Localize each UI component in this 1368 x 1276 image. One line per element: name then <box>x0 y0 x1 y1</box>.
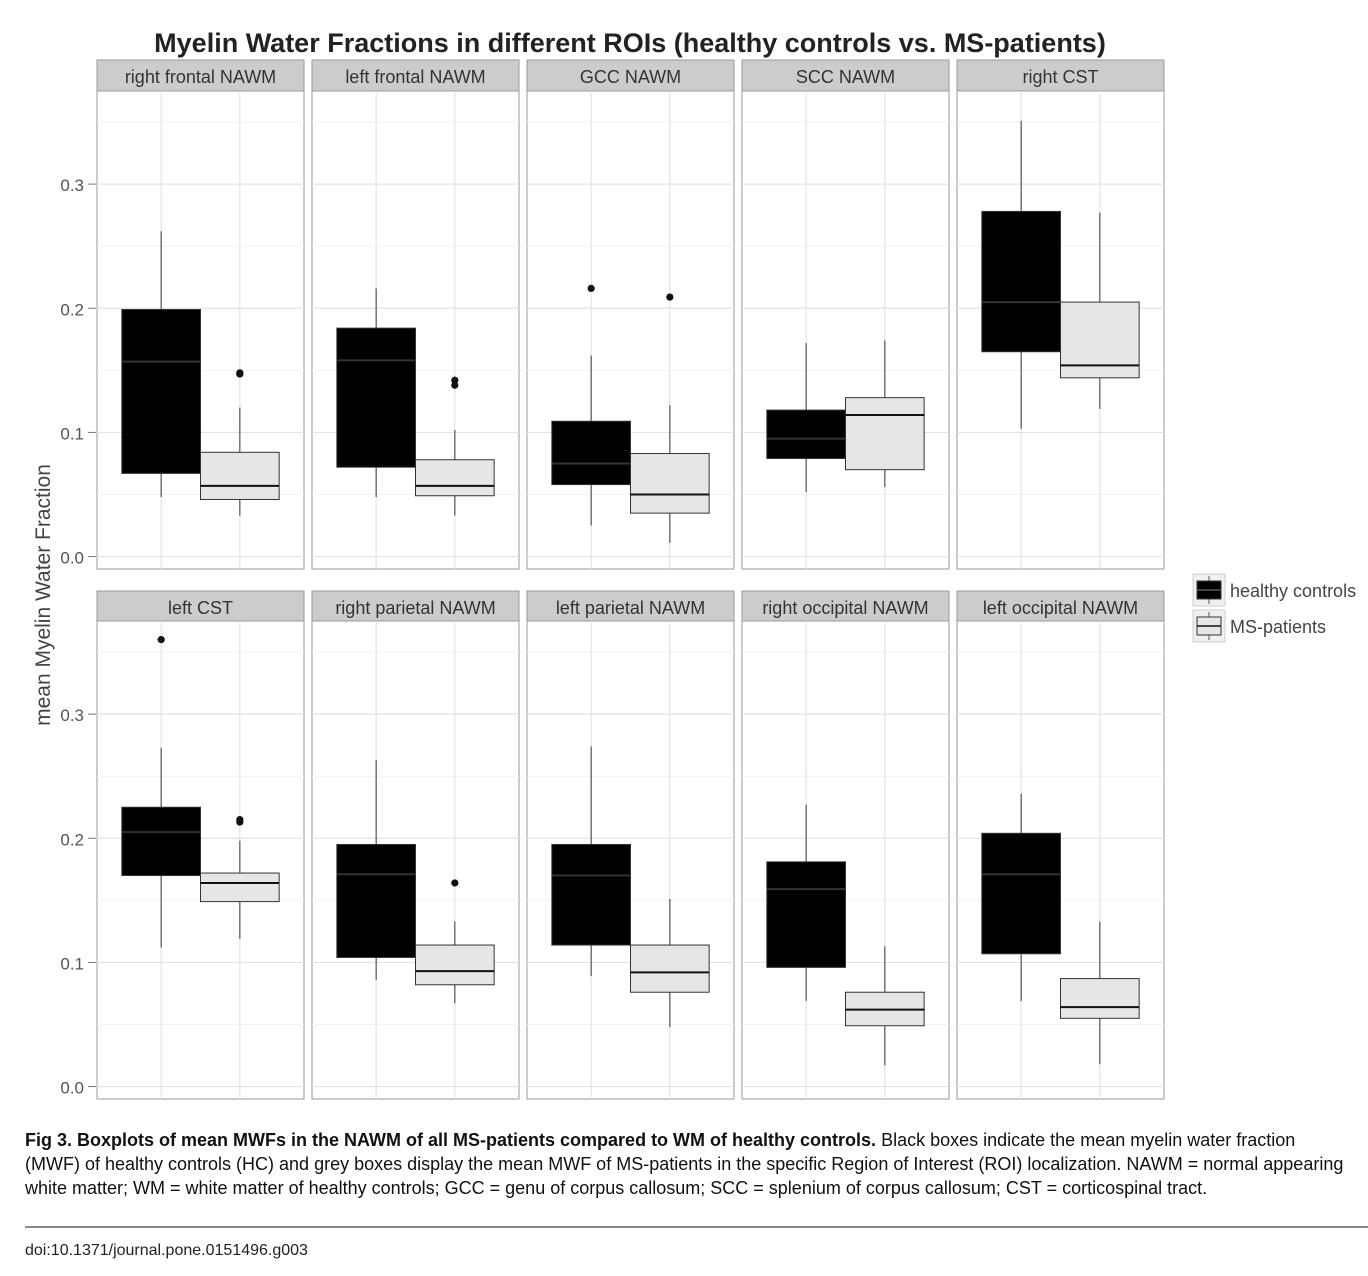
facet-strip-label: right frontal NAWM <box>125 67 276 87</box>
ms-patients-box <box>845 397 925 471</box>
healthy-controls-box <box>981 832 1062 955</box>
facet-strip <box>96 59 305 92</box>
healthy-controls-outlier-point <box>587 284 595 293</box>
caption-text: Black boxes indicate the mean myelin wat… <box>25 1130 1344 1198</box>
facet-strip <box>741 59 950 92</box>
facet-strip-label: left frontal NAWM <box>345 67 485 87</box>
healthy-controls-box <box>766 861 847 968</box>
healthy-controls-outlier-point <box>157 636 165 644</box>
ms-patients-box <box>200 451 280 500</box>
ms-patients-box <box>200 872 280 903</box>
boxplot-figure: Myelin Water Fractions in different ROIs… <box>32 28 1356 1100</box>
ms-patients-outlier-point <box>236 369 244 377</box>
legend-label: MS-patients <box>1230 617 1326 637</box>
healthy-controls-box <box>766 409 847 460</box>
facet-strip <box>956 59 1165 92</box>
facet-panel: left parietal NAWM <box>526 590 735 1100</box>
facet-panels: 0.0 0.1 0.2 0.3 0.0 0.1 0.2 0.3 right frontal NA… <box>60 59 1165 1100</box>
caption-label: Fig 3. <box>25 1130 73 1150</box>
ms-patients-outlier-point <box>451 376 459 384</box>
y-tick-label: 0.0 <box>60 549 84 568</box>
facet-panel: right occipital NAWM <box>741 590 950 1100</box>
healthy-controls-box <box>551 843 632 946</box>
facet-panel: right CST <box>956 59 1165 570</box>
facet-panel: left CST <box>96 590 305 1100</box>
doi-text: doi:10.1371/journal.pone.0151496.g003 <box>25 1242 308 1259</box>
facet-strip-label: right parietal NAWM <box>335 598 495 618</box>
legend: healthy controls MS-patients <box>1192 573 1356 643</box>
healthy-controls-box <box>981 210 1062 353</box>
facet-strip-label: left parietal NAWM <box>556 598 705 618</box>
y-tick-label: 0.2 <box>60 300 84 319</box>
y-tick-label: 0.2 <box>60 830 84 849</box>
ms-patients-box <box>415 459 495 497</box>
healthy-controls-box <box>336 327 416 468</box>
legend-label: healthy controls <box>1230 581 1356 601</box>
figure-caption: Fig 3. Boxplots of mean MWFs in the NAWM… <box>25 1128 1345 1200</box>
y-tick-label: 0.3 <box>60 706 84 725</box>
facet-plot-area <box>741 620 950 1100</box>
y-tick-label: 0.1 <box>60 954 84 973</box>
ms-patients-box <box>630 453 710 514</box>
ms-patients-box <box>630 944 710 993</box>
caption-divider <box>25 1226 1368 1228</box>
ms-patients-box <box>1060 301 1140 379</box>
facet-strip-label: GCC NAWM <box>580 67 681 87</box>
caption-bold-text: Boxplots of mean MWFs in the NAWM of all… <box>77 1130 877 1150</box>
facet-strip <box>956 590 1165 623</box>
ms-patients-outlier-point <box>451 381 459 389</box>
y-tick-label: 0.1 <box>60 424 84 443</box>
facet-panel: left frontal NAWM <box>311 59 520 570</box>
facet-strip-label: left occipital NAWM <box>983 598 1138 618</box>
facet-panel: left occipital NAWM <box>956 590 1165 1100</box>
healthy-controls-box <box>551 420 632 486</box>
y-axis-label: mean Myelin Water Fraction <box>32 464 55 726</box>
facet-strip-label: left CST <box>168 598 233 618</box>
facet-strip <box>311 59 520 92</box>
healthy-controls-box <box>121 806 201 877</box>
chart-title: Myelin Water Fractions in different ROIs… <box>154 28 1106 58</box>
facet-plot-area <box>741 90 950 570</box>
healthy-controls-box <box>336 843 416 958</box>
facet-panel: SCC NAWM <box>741 59 950 570</box>
ms-patients-outlier-point <box>666 293 674 301</box>
facet-strip-label: SCC NAWM <box>796 67 895 87</box>
y-tick-label: 0.0 <box>60 1079 84 1098</box>
facet-strip-label: right occipital NAWM <box>762 598 928 618</box>
ms-patients-outlier-point <box>451 879 459 887</box>
facet-panel: GCC NAWM <box>526 59 735 570</box>
ms-patients-outlier-point <box>236 816 244 824</box>
y-tick-label: 0.3 <box>60 176 84 195</box>
ms-patients-box <box>415 944 495 986</box>
ms-patients-box <box>1060 978 1140 1019</box>
facet-strip <box>96 590 305 623</box>
facet-strip <box>741 590 950 623</box>
facet-strip-label: right CST <box>1022 67 1098 87</box>
facet-panel: right parietal NAWM <box>311 590 520 1100</box>
facet-panel: right frontal NAWM <box>96 59 305 570</box>
healthy-controls-box <box>121 309 201 474</box>
